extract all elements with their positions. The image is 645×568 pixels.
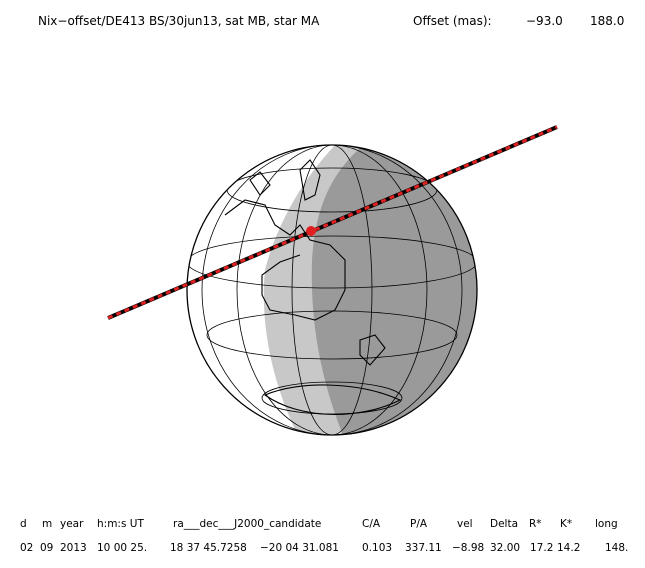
globe-limb [186,144,478,436]
offset-y: 188.0 [590,14,624,28]
cell: 0.103 [362,542,392,554]
coastline [224,199,346,321]
cell: 02 [20,542,33,554]
column-header: Delta [490,518,518,530]
column-header: P/A [410,518,428,530]
shadow-path-dash [107,125,558,320]
cell: 10 00 25. [97,542,147,554]
column-header: vel [457,518,473,530]
column-header: long [595,518,618,530]
column-header: d [20,518,27,530]
column-header: ra___dec___J2000_candidate [173,518,321,530]
globe [187,145,477,435]
cell: 18 37 45.7258 [170,542,247,554]
cell: 17.2 [530,542,553,554]
cell: 32.00 [490,542,520,554]
umbra [311,145,477,435]
column-header: h:m:s UT [97,518,144,530]
cell: 148. [605,542,628,554]
column-header: K* [560,518,572,530]
cell: −20 04 31.081 [260,542,339,554]
column-header: year [60,518,84,530]
cell: 09 [40,542,53,554]
closest-approach [306,226,316,236]
cell: −8.98 [452,542,484,554]
offset-x: −93.0 [526,14,563,28]
cell: 14.2 [557,542,580,554]
cell: 337.11 [405,542,442,554]
column-header: R* [529,518,542,530]
column-header: C/A [362,518,381,530]
offset-label: Offset (mas): [413,14,492,28]
table: d m year h:m:s UT ra___dec___J2000_candidate… [20,518,628,554]
column-header: m [42,518,52,530]
title: Nix−offset/DE413 BS/30jun13, sat MB, sta… [38,14,320,28]
cell: 2013 [60,542,87,554]
